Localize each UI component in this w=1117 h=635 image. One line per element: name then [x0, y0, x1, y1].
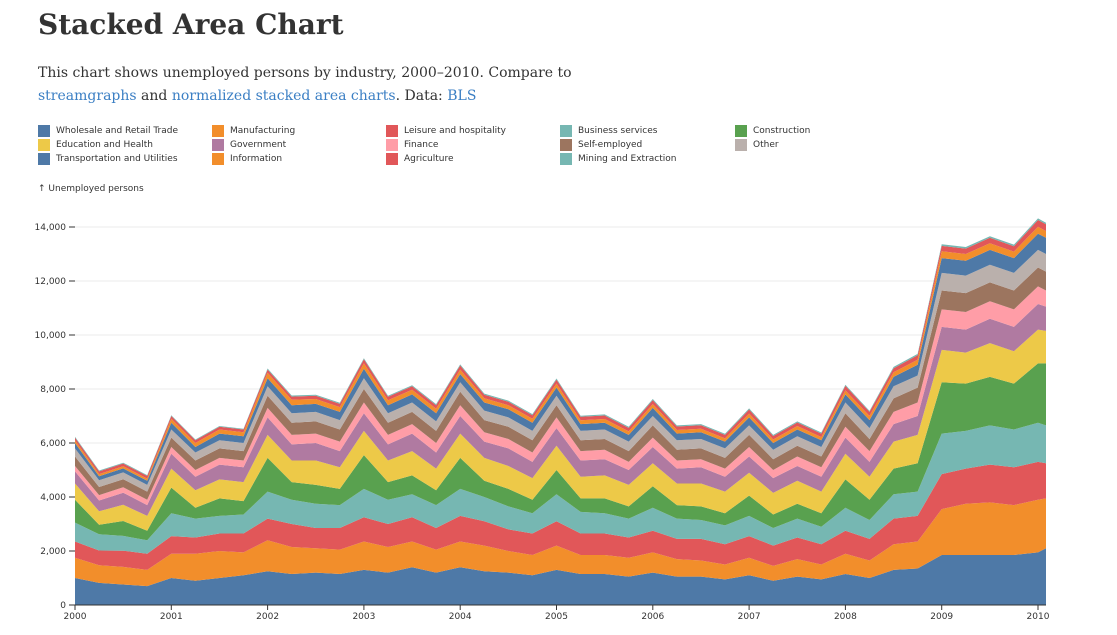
legend-swatch: [38, 138, 50, 151]
x-tick-label: 2004: [449, 612, 472, 622]
area-business-services: [75, 422, 1046, 554]
area-leisure-and-hospitality: [75, 461, 1046, 570]
x-tick-label: 2006: [641, 612, 664, 622]
legend-label: Transportation and Utilities: [56, 153, 178, 164]
legend-item-information: Information: [212, 152, 282, 165]
legend-item-government: Government: [212, 138, 286, 151]
legend-swatch: [212, 124, 224, 137]
legend-label: Construction: [753, 125, 811, 136]
area-wholesale-and-retail-trade: [75, 548, 1046, 605]
legend-label: Information: [230, 153, 283, 164]
legend-item-transportation-and-utilities: Transportation and Utilities: [38, 152, 178, 165]
legend-swatch: [386, 138, 398, 151]
legend-swatch: [212, 138, 224, 151]
description-connector: and: [136, 88, 172, 104]
y-tick-label: 0: [60, 601, 66, 611]
legend-swatch: [386, 124, 398, 137]
area-transportation-and-utilities: [75, 233, 1046, 485]
description-intro: This chart shows unemployed persons by i…: [38, 65, 572, 81]
y-axis-title: ↑ Unemployed persons: [38, 184, 144, 194]
legend-label: Other: [753, 139, 779, 150]
streamgraphs-link[interactable]: streamgraphs: [38, 88, 137, 104]
y-tick-label: 6,000: [40, 439, 66, 449]
y-tick-label: 2,000: [40, 547, 66, 557]
legend-item-finance: Finance: [386, 138, 438, 151]
y-tick-label: 10,000: [35, 331, 67, 341]
x-tick-label: 2003: [352, 612, 375, 622]
legend-swatch: [560, 152, 572, 165]
y-tick-label: 4,000: [40, 493, 66, 503]
x-tick-label: 2010: [1027, 612, 1050, 622]
legend-swatch: [735, 124, 747, 137]
legend-item-business-services: Business services: [560, 124, 657, 137]
y-tick-label: 12,000: [35, 277, 67, 287]
legend-label: Agriculture: [404, 153, 454, 164]
legend-swatch: [212, 152, 224, 165]
area-manufacturing: [75, 498, 1046, 587]
area-construction: [75, 363, 1046, 541]
legend-item-education-and-health: Education and Health: [38, 138, 153, 151]
x-tick-label: 2009: [930, 612, 953, 622]
legend-label: Manufacturing: [230, 125, 296, 136]
legend-label: Business services: [578, 125, 658, 136]
chart-description: This chart shows unemployed persons by i…: [38, 62, 598, 108]
legend-item-leisure-and-hospitality: Leisure and hospitality: [386, 124, 506, 137]
legend-label: Government: [230, 139, 287, 150]
data-source-label: . Data:: [395, 88, 448, 104]
x-tick-label: 2007: [738, 612, 761, 622]
x-tick-label: 2000: [64, 612, 87, 622]
area-education-and-health: [75, 329, 1046, 531]
legend-label: Leisure and hospitality: [404, 125, 506, 136]
legend-swatch: [560, 138, 572, 151]
legend-label: Wholesale and Retail Trade: [56, 125, 178, 136]
y-tick-label: 8,000: [40, 385, 66, 395]
legend-label: Education and Health: [56, 139, 154, 150]
legend-item-wholesale-and-retail-trade: Wholesale and Retail Trade: [38, 124, 178, 137]
legend-swatch: [386, 152, 398, 165]
x-tick-label: 2002: [256, 612, 279, 622]
legend-item-other: Other: [735, 138, 779, 151]
legend-item-agriculture: Agriculture: [386, 152, 454, 165]
x-tick-label: 2001: [160, 612, 183, 622]
legend-label: Self-employed: [578, 139, 643, 150]
y-tick-label: 14,000: [35, 223, 67, 233]
legend-swatch: [560, 124, 572, 137]
area-other: [75, 249, 1046, 492]
legend-swatch: [38, 124, 50, 137]
legend-item-manufacturing: Manufacturing: [212, 124, 295, 137]
legend-item-self-employed: Self-employed: [560, 138, 642, 151]
normalized-stacked-area-link[interactable]: normalized stacked area charts: [171, 88, 396, 104]
legend-item-construction: Construction: [735, 124, 810, 137]
legend-label: Mining and Extraction: [578, 153, 677, 164]
legend-swatch: [38, 152, 50, 165]
legend-item-mining-and-extraction: Mining and Extraction: [560, 152, 677, 165]
chart-legend: Wholesale and Retail Trade Manufacturing L…: [38, 124, 1098, 168]
x-tick-label: 2005: [545, 612, 568, 622]
x-tick-label: 2008: [834, 612, 857, 622]
chart-title: Stacked Area Chart: [38, 8, 344, 41]
bls-link[interactable]: BLS: [447, 88, 477, 104]
area-information: [75, 226, 1046, 481]
legend-label: Finance: [404, 139, 439, 150]
legend-swatch: [735, 138, 747, 151]
